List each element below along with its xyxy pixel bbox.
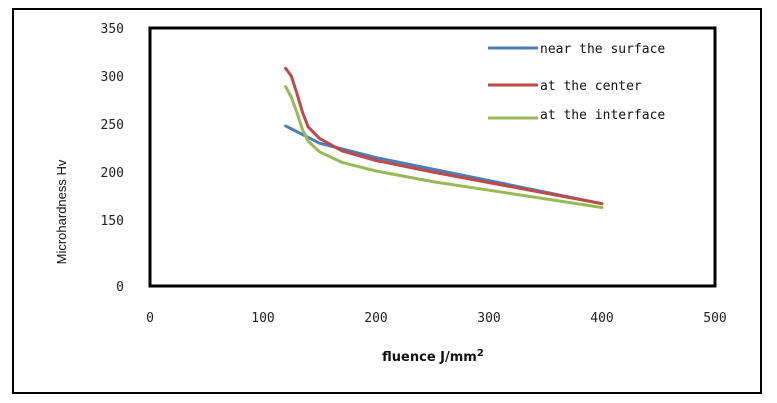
- legend: near the surface at the center at the in…: [488, 42, 665, 123]
- x-tick-label: 300: [477, 311, 500, 326]
- x-axis-title: fluence J/mm2: [382, 348, 484, 365]
- y-tick-label: 250: [101, 118, 124, 133]
- legend-label-at-the-interface: at the interface: [540, 108, 665, 123]
- legend-label-near-the-surface: near the surface: [540, 42, 665, 57]
- x-tick-label: 100: [251, 311, 274, 326]
- series-lines: [284, 66, 604, 209]
- x-axis-title-superscript: 2: [477, 348, 484, 359]
- y-tick-label: 150: [101, 214, 124, 229]
- y-axis-title: Microhardness Hv: [54, 159, 69, 264]
- y-tick-label: 350: [101, 22, 124, 37]
- x-axis-ticks: 0 100 200 300 400 500: [146, 311, 727, 326]
- y-tick-label: 200: [101, 166, 124, 181]
- x-tick-label: 0: [146, 311, 154, 326]
- y-tick-label: 300: [101, 70, 124, 85]
- series-line-at-the-interface: [284, 85, 604, 209]
- y-tick-label: 0: [116, 280, 124, 295]
- series-line-at-the-center: [284, 66, 604, 206]
- x-axis-title-main: fluence J/mm: [382, 350, 477, 365]
- x-tick-label: 200: [364, 311, 387, 326]
- x-tick-label: 500: [703, 311, 726, 326]
- series-line-near-the-surface: [284, 124, 604, 206]
- plot-area: [148, 26, 717, 288]
- legend-label-at-the-center: at the center: [540, 79, 642, 94]
- x-tick-label: 400: [590, 311, 613, 326]
- y-axis-ticks: 0 150 200 250 300 350: [101, 22, 124, 295]
- chart-frame: [12, 8, 762, 394]
